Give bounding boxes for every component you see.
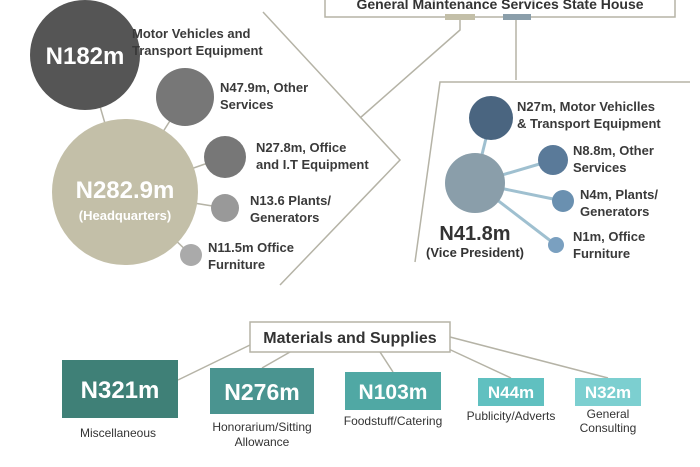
bubble xyxy=(445,153,505,213)
branch-label: N8.8m, Other Services xyxy=(573,143,654,175)
bubble xyxy=(552,190,574,212)
item-label: General Consulting xyxy=(580,407,637,435)
materials-title: Materials and Supplies xyxy=(263,330,436,347)
text-line: General xyxy=(587,407,630,421)
materials-box xyxy=(249,321,451,353)
text-line: Miscellaneous xyxy=(80,426,156,440)
text-line: Consulting xyxy=(580,421,637,435)
bubble xyxy=(538,145,568,175)
text-line: Foodstuff/Catering xyxy=(344,414,443,428)
bracket xyxy=(414,81,690,263)
branch-label: N27.8m, Office and I.T Equipment xyxy=(256,140,369,172)
text-line: Generators xyxy=(580,204,649,219)
amount: N103m xyxy=(359,381,428,404)
amount: N321m xyxy=(81,377,160,404)
text-line: N47.9m, Other xyxy=(220,80,308,95)
header-title: General Maintenance Services State House xyxy=(356,0,643,12)
center-label: (Vice President) xyxy=(426,245,524,260)
amount: N41.8m xyxy=(439,223,510,245)
text-line: Generators xyxy=(250,210,319,225)
amount: N32m xyxy=(585,383,631,402)
amount: N276m xyxy=(224,379,299,405)
bubble xyxy=(30,0,140,110)
text-line: Furniture xyxy=(208,257,265,272)
branch-label: N4m, Plants/Generators xyxy=(580,187,658,219)
text-line: N13.6 Plants/ xyxy=(250,193,331,208)
text-line: N27.8m, Office xyxy=(256,140,346,155)
amount: N182m xyxy=(46,43,125,70)
hq-tab xyxy=(445,14,475,20)
bubble xyxy=(204,136,246,178)
amount-box xyxy=(210,368,314,414)
bubble xyxy=(469,96,513,140)
item-label: Miscellaneous xyxy=(80,426,156,440)
branch-label: N27m, Motor Vehiclles & Transport Equipme… xyxy=(517,99,661,131)
header-box xyxy=(324,0,676,18)
item-label: Honorarium/Sitting Allowance xyxy=(212,420,311,449)
text-line: Services xyxy=(573,160,627,175)
amount: N44m xyxy=(488,383,534,402)
text-line: & Transport Equipment xyxy=(517,116,661,131)
item-label: Publicity/Adverts xyxy=(467,409,556,423)
branch-label: Motor Vehicles and Transport Equipment xyxy=(132,26,263,58)
bubble xyxy=(156,68,214,126)
text-line: Furniture xyxy=(573,246,630,261)
bubble xyxy=(211,194,239,222)
branch-label: N13.6 Plants/Generators xyxy=(250,193,331,225)
amount-box xyxy=(62,360,178,418)
vp-tab xyxy=(503,14,531,20)
text-line: N8.8m, Other xyxy=(573,143,654,158)
text-line: N27m, Motor Vehiclles xyxy=(517,99,655,114)
bubble xyxy=(52,119,198,265)
text-line: N4m, Plants/ xyxy=(580,187,658,202)
branch-label: N47.9m, Other Services xyxy=(220,80,308,112)
bubble xyxy=(180,244,202,266)
branch-label: N11.5m Office Furniture xyxy=(208,240,294,272)
bubble xyxy=(548,237,564,253)
text-line: N1m, Office xyxy=(573,229,645,244)
text-line: Services xyxy=(220,97,274,112)
bracket xyxy=(262,11,402,286)
amount-box xyxy=(345,372,441,410)
text-line: and I.T Equipment xyxy=(256,157,369,172)
text-line: Allowance xyxy=(235,435,290,449)
branch-label: N1m, Office Furniture xyxy=(573,229,645,261)
amount: N282.9m xyxy=(76,177,175,204)
text-line: Transport Equipment xyxy=(132,43,263,58)
center-label: (Headquarters) xyxy=(79,208,171,223)
text-line: Motor Vehicles and xyxy=(132,26,251,41)
text-line: Publicity/Adverts xyxy=(467,409,556,423)
text-line: N11.5m Office xyxy=(208,240,294,255)
amount-box xyxy=(575,378,641,406)
amount-box xyxy=(478,378,544,406)
material-links xyxy=(177,336,609,381)
text-line: Honorarium/Sitting xyxy=(212,420,311,434)
item-label: Foodstuff/Catering xyxy=(344,414,443,428)
connector xyxy=(359,20,461,119)
